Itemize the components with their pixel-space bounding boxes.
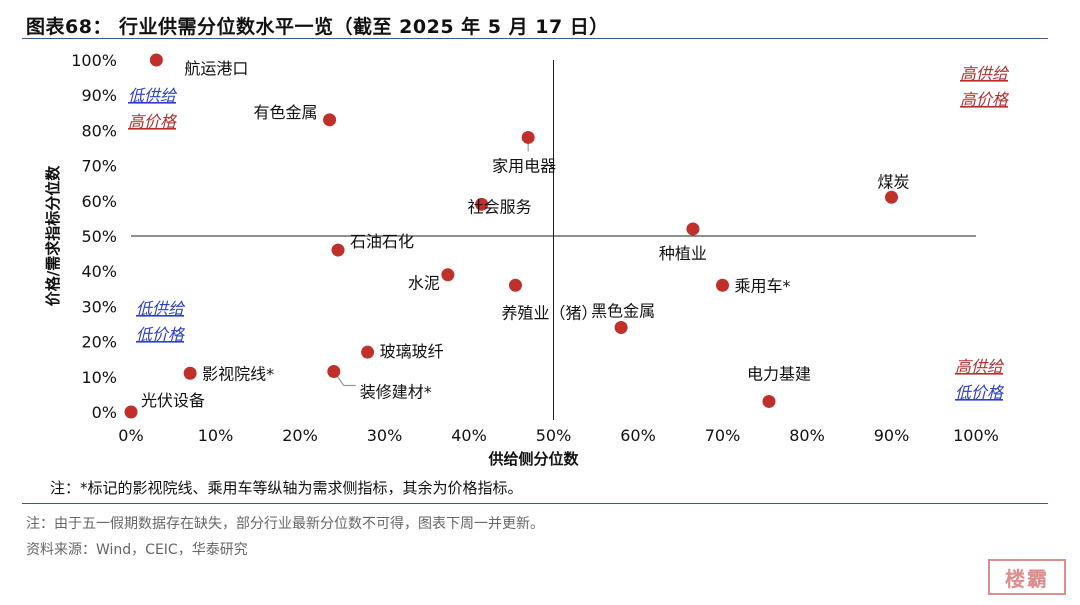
- x-tick-label: 30%: [367, 426, 403, 445]
- y-tick-label: 70%: [81, 157, 117, 176]
- y-tick-label: 60%: [81, 192, 117, 211]
- point-label: 养殖业（猪）: [501, 303, 597, 322]
- y-tick-label: 20%: [81, 333, 117, 352]
- data-point: [441, 268, 455, 282]
- x-axis-title: 供给侧分位数: [487, 450, 579, 468]
- scatter-chart: 0% 10% 20% 30% 40% 50% 60% 70% 80% 90% 100% 0% 10% 20…: [44, 51, 1010, 497]
- data-point: [124, 405, 138, 419]
- x-tick-label: 40%: [451, 426, 487, 445]
- point-label: 玻璃玻纤: [380, 342, 444, 361]
- point-label: 黑色金属: [591, 302, 655, 321]
- point-label: 电力基建: [747, 364, 811, 383]
- x-tick-label: 0%: [118, 426, 143, 445]
- point-label: 有色金属: [254, 103, 318, 122]
- chart-annotation: 注：*标记的影视院线、乘用车等纵轴为需求侧指标，其余为价格指标。: [50, 479, 523, 497]
- quadrant-label: 低供给: [128, 86, 178, 105]
- chart-bottom-rule: [22, 503, 1048, 504]
- data-point: [475, 197, 489, 211]
- source-note: 资料来源：Wind，CEIC，华泰研究: [26, 542, 248, 558]
- quadrant-label: 高供给: [960, 64, 1010, 83]
- page-title: 图表68： 行业供需分位数水平一览（截至 2025 年 5 月 17 日）: [26, 16, 609, 38]
- point-label: 石油石化: [350, 232, 414, 251]
- quadrant-label: 低价格: [136, 325, 186, 344]
- y-tick-label: 80%: [81, 121, 117, 140]
- y-tick-label: 90%: [81, 86, 117, 105]
- point-label: 家用电器: [492, 156, 556, 175]
- data-point: [331, 243, 345, 257]
- data-point: [323, 113, 337, 127]
- y-tick-label: 40%: [81, 262, 117, 281]
- quadrant-label: 低供给: [136, 299, 186, 318]
- point-label: 水泥: [408, 274, 440, 293]
- data-point: [183, 366, 197, 380]
- y-tick-label: 10%: [81, 368, 117, 387]
- data-point: [686, 222, 700, 236]
- data-point: [327, 365, 341, 379]
- point-label: 煤炭: [878, 172, 910, 191]
- x-tick-label: 90%: [874, 426, 910, 445]
- quadrant-label: 高价格: [128, 112, 178, 131]
- leader-line: [336, 375, 356, 387]
- data-point: [521, 130, 535, 144]
- x-tick-label: 50%: [536, 426, 572, 445]
- x-tick-label: 20%: [282, 426, 318, 445]
- x-tick-label: 10%: [198, 426, 234, 445]
- y-tick-label: 30%: [81, 297, 117, 316]
- footnote: 注：由于五一假期数据存在缺失，部分行业最新分位数不可得，图表下周一并更新。: [26, 516, 544, 532]
- quadrant-label: 高价格: [960, 90, 1010, 109]
- data-point: [762, 394, 776, 408]
- point-label: 影视院线*: [202, 364, 274, 383]
- y-tick-label: 0%: [92, 403, 117, 422]
- logo-seal: 楼霸: [988, 559, 1066, 595]
- y-axis-title: 价格/需求指标分位数: [44, 165, 62, 306]
- data-point: [361, 345, 375, 359]
- point-label: 种植业: [659, 244, 707, 263]
- x-tick-label: 100%: [953, 426, 999, 445]
- quadrant-label: 低价格: [955, 383, 1005, 402]
- point-label: 装修建材*: [360, 383, 432, 402]
- point-label: 乘用车*: [735, 276, 791, 295]
- point-label: 社会服务: [468, 197, 532, 216]
- data-point: [614, 321, 628, 335]
- point-label: 光伏设备: [141, 391, 205, 410]
- y-tick-label: 100%: [71, 51, 117, 70]
- title-rule: [22, 38, 1048, 39]
- x-tick-label: 80%: [789, 426, 825, 445]
- y-tick-label: 50%: [81, 227, 117, 246]
- data-point: [149, 53, 163, 67]
- point-label: 航运港口: [184, 59, 248, 78]
- data-point: [885, 190, 898, 204]
- x-tick-label: 70%: [705, 426, 741, 445]
- data-point: [716, 278, 729, 292]
- x-tick-label: 60%: [620, 426, 656, 445]
- data-point: [508, 278, 522, 292]
- quadrant-label: 高供给: [955, 357, 1005, 376]
